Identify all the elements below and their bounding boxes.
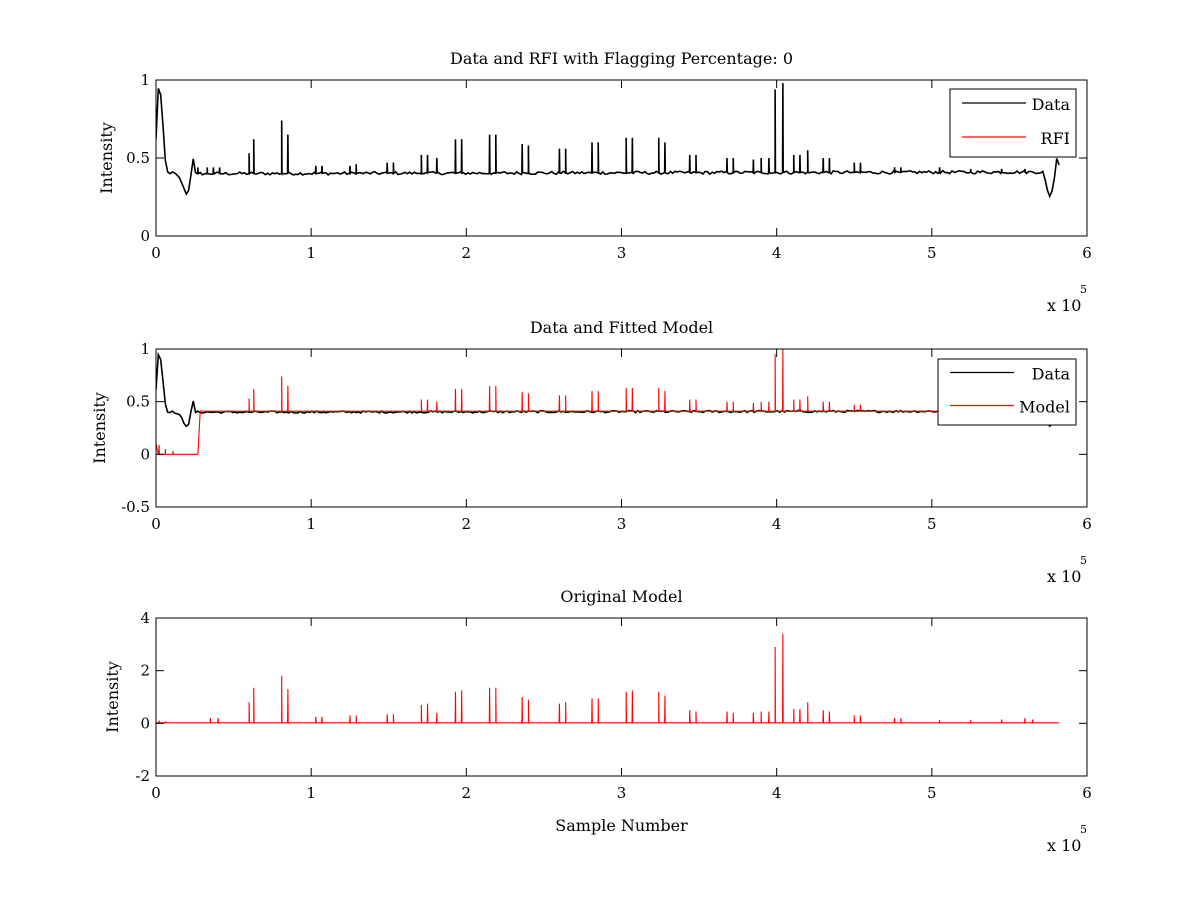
x-tick-label: 1 — [306, 784, 316, 802]
y-tick-label: 1 — [140, 340, 150, 358]
y-tick-label: 0.5 — [126, 149, 150, 167]
series-line-1 — [156, 351, 1060, 428]
x-tick-label: 5 — [927, 515, 937, 533]
legend-label: Data — [1032, 365, 1071, 384]
chart-title: Data and RFI with Flagging Percentage: 0 — [450, 49, 793, 68]
x-tick-label: 3 — [617, 515, 627, 533]
x-tick-label: 0 — [151, 515, 161, 533]
legend: Data Model — [937, 358, 1077, 426]
y-axis-label: Intensity — [97, 122, 116, 194]
x-tick-label: 6 — [1082, 244, 1092, 262]
chart-title: Data and Fitted Model — [530, 318, 713, 337]
y-tick-label: 0 — [140, 227, 150, 245]
y-tick-label: -0.5 — [121, 498, 150, 516]
x-tick-label: 1 — [306, 515, 316, 533]
series-line-1 — [156, 83, 1060, 199]
x-tick-label: 4 — [772, 784, 782, 802]
chart-panel-1: 0 1 2 3 4 5 6 0 0.5 1 Data and RFI with Flagging P… — [97, 49, 1092, 315]
y-tick-label: 2 — [140, 662, 150, 680]
x-tick-label: 2 — [462, 244, 472, 262]
x-tick-label: 6 — [1082, 784, 1092, 802]
x-exponent-power: 5 — [1080, 554, 1087, 567]
x-exponent-base: x 10 — [1047, 567, 1081, 586]
x-exponent-base: x 10 — [1047, 836, 1081, 855]
x-tick-label: 3 — [617, 244, 627, 262]
y-axis-label: Intensity — [90, 392, 109, 464]
x-tick-label: 1 — [306, 244, 316, 262]
y-tick-label: 0 — [140, 445, 150, 463]
x-exponent-power: 5 — [1080, 283, 1087, 296]
x-axis-label: Sample Number — [555, 816, 688, 835]
legend-box — [949, 88, 1077, 158]
x-tick-label: 6 — [1082, 515, 1092, 533]
x-tick-label: 4 — [772, 244, 782, 262]
legend: Data RFI — [949, 88, 1077, 158]
legend-label: Model — [1019, 398, 1070, 417]
y-axis-label: Intensity — [103, 661, 122, 733]
series-line-2 — [156, 349, 1060, 455]
x-tick-label: 4 — [772, 515, 782, 533]
x-tick-label: 0 — [151, 784, 161, 802]
y-tick-label: 0.5 — [126, 393, 150, 411]
series-line-1 — [156, 633, 1060, 724]
axes-box — [155, 79, 1088, 237]
x-tick-label: 3 — [617, 784, 627, 802]
y-tick-label: 1 — [140, 71, 150, 89]
axes-box — [155, 617, 1088, 777]
legend-box — [937, 358, 1077, 426]
x-tick-label: 5 — [927, 784, 937, 802]
y-tick-label: -2 — [135, 767, 150, 785]
x-tick-label: 5 — [927, 244, 937, 262]
y-tick-label: 0 — [140, 714, 150, 732]
y-tick-label: 4 — [140, 609, 150, 627]
legend-label: Data — [1032, 95, 1071, 114]
x-tick-label: 2 — [462, 784, 472, 802]
legend-label: RFI — [1041, 129, 1070, 148]
x-tick-label: 2 — [462, 515, 472, 533]
x-exponent-power: 5 — [1080, 823, 1087, 836]
chart-title: Original Model — [560, 587, 682, 606]
x-exponent-base: x 10 — [1047, 296, 1081, 315]
x-tick-label: 0 — [151, 244, 161, 262]
